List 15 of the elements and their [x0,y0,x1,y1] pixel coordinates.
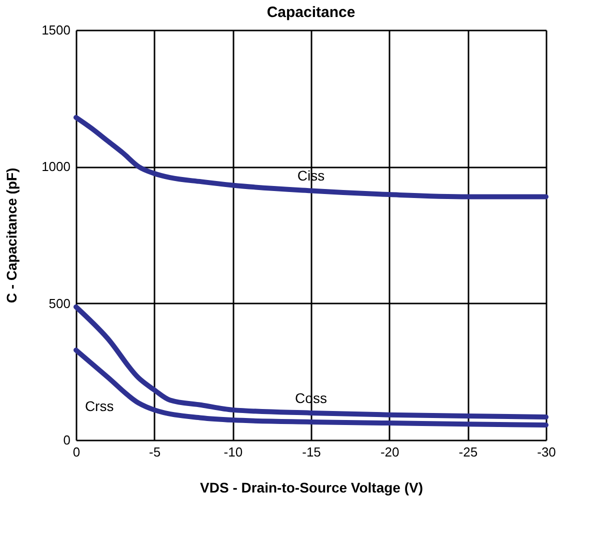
y-tick-label: 1000 [42,159,70,174]
x-tick-label: -10 [224,444,243,460]
x-tick-label: -30 [537,444,556,460]
chart-title: Capacitance [266,4,356,21]
x-tick-label: 0 [72,444,80,460]
y-tick-label: 500 [48,296,70,311]
y-tick-label: 0 [63,432,70,448]
series-label: Crss [84,398,114,414]
y-axis-title: C - Capacitance (pF) [4,168,20,304]
x-tick-label: -25 [458,444,478,460]
x-tick-label: -20 [380,444,400,460]
y-tick-label: 1500 [42,22,70,38]
x-axis-title: VDS - Drain-to-Source Voltage (V) [200,480,423,496]
x-tick-label: -15 [302,444,321,460]
x-tick-label: -5 [149,444,161,460]
